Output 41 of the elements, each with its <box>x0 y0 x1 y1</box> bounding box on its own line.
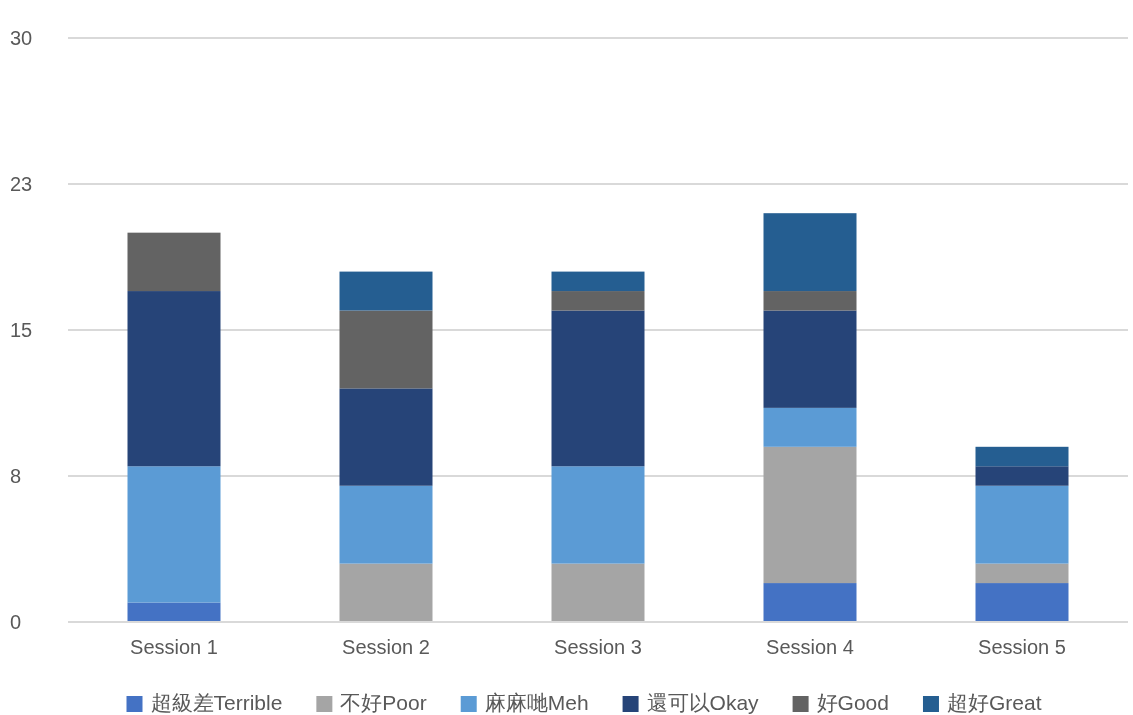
y-tick-label: 8 <box>10 465 22 487</box>
bar <box>127 466 221 603</box>
bar <box>763 213 857 292</box>
legend-label: 超好Great <box>946 691 1042 714</box>
x-tick-label: Session 2 <box>342 636 430 658</box>
y-tick-label: 0 <box>10 611 22 633</box>
bar <box>339 310 433 389</box>
bar <box>975 485 1069 564</box>
bar <box>551 291 645 311</box>
bar <box>551 466 645 564</box>
x-tick-label: Session 4 <box>766 636 854 658</box>
bar <box>763 446 857 584</box>
bar <box>763 310 857 408</box>
bar <box>127 232 221 292</box>
bar <box>975 583 1069 622</box>
bar <box>975 466 1069 486</box>
bar <box>551 563 645 622</box>
y-tick-label: 30 <box>10 27 33 49</box>
bar <box>551 271 645 292</box>
bar <box>763 583 857 622</box>
bar <box>127 291 221 467</box>
bar <box>763 407 857 447</box>
bar <box>339 271 433 311</box>
bar <box>339 485 433 564</box>
bar <box>339 388 433 486</box>
x-tick-label: Session 1 <box>130 636 218 658</box>
bar <box>975 446 1069 467</box>
legend-label: 麻麻哋Meh <box>484 691 589 714</box>
bar <box>975 563 1069 584</box>
bar <box>339 563 433 622</box>
y-tick-label: 15 <box>10 319 33 341</box>
x-tick-label: Session 5 <box>978 636 1066 658</box>
legend-label: 還可以Okay <box>646 691 760 714</box>
bar <box>127 602 221 622</box>
bar <box>763 291 857 311</box>
y-tick-label: 23 <box>10 173 33 195</box>
x-tick-label: Session 3 <box>554 636 642 658</box>
legend-label: 不好Poor <box>340 691 427 714</box>
legend-label: 好Good <box>816 691 889 714</box>
legend-label: 超級差Terrible <box>150 691 283 714</box>
bar <box>551 310 645 467</box>
